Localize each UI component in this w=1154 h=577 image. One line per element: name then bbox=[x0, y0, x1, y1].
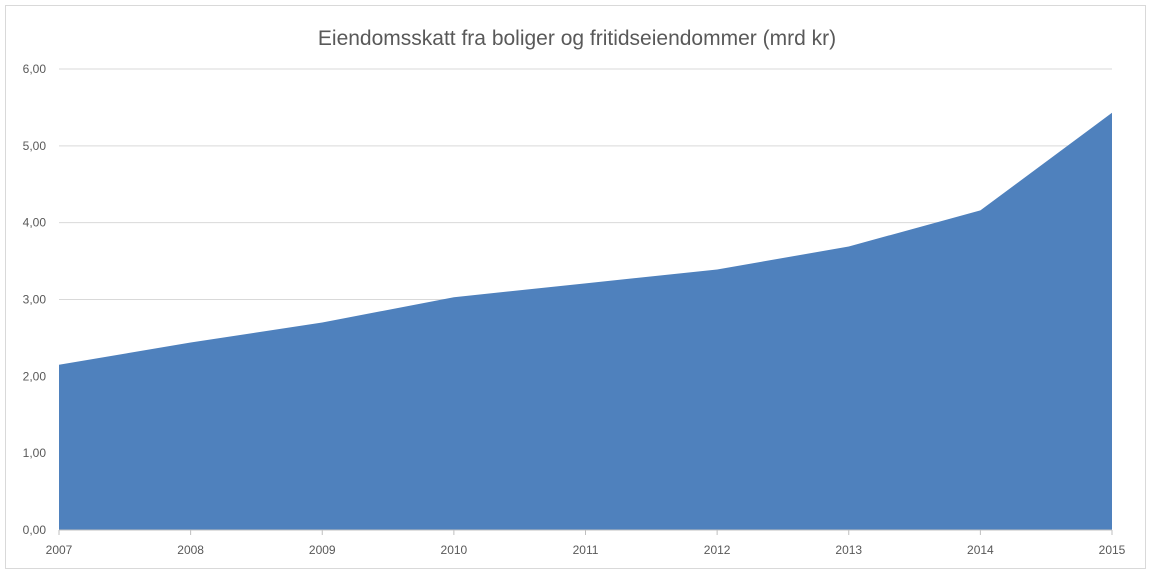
y-tick-label: 2,00 bbox=[23, 369, 47, 383]
y-tick-label: 3,00 bbox=[23, 293, 47, 307]
axes bbox=[58, 529, 1113, 535]
y-tick-label: 0,00 bbox=[23, 523, 47, 537]
chart-title: Eiendomsskatt fra boliger og fritidseien… bbox=[318, 27, 836, 50]
x-axis-tick-labels: 2007 2008 2009 2010 2011 2012 2013 2014 2015 bbox=[46, 543, 1126, 557]
series-area bbox=[59, 112, 1112, 531]
x-tick-label: 2013 bbox=[835, 543, 862, 557]
y-tick-label: 5,00 bbox=[23, 139, 47, 153]
y-tick-label: 1,00 bbox=[23, 446, 47, 460]
x-tick-label: 2010 bbox=[441, 543, 468, 557]
x-tick-label: 2015 bbox=[1099, 543, 1126, 557]
x-tick-label: 2008 bbox=[177, 543, 204, 557]
y-tick-label: 6,00 bbox=[23, 62, 47, 76]
x-tick-label: 2011 bbox=[573, 543, 599, 557]
x-tick-label: 2012 bbox=[704, 543, 731, 557]
x-tick-label: 2009 bbox=[309, 543, 336, 557]
y-axis-tick-labels: 0,00 1,00 2,00 3,00 4,00 5,00 6,00 bbox=[23, 62, 47, 537]
x-tick-label: 2014 bbox=[967, 543, 994, 557]
x-tick-label: 2007 bbox=[46, 543, 73, 557]
series-area-0 bbox=[59, 112, 1112, 531]
y-tick-label: 4,00 bbox=[23, 216, 47, 230]
